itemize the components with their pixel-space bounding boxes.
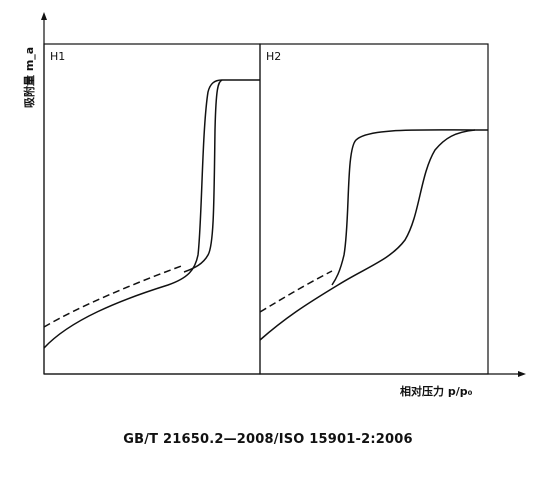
panel-h2 <box>259 43 489 375</box>
panel-h1-frame <box>43 43 261 375</box>
h2-dashed-curve <box>259 270 333 313</box>
x-axis-arrow-icon <box>518 371 526 377</box>
y-axis-arrow-icon <box>41 12 47 20</box>
panel-h1 <box>43 43 261 375</box>
h2-desorption-curve <box>331 129 476 286</box>
h1-adsorption-curve <box>43 79 223 349</box>
h2-adsorption-curve <box>259 129 476 341</box>
x-axis-label: 相对压力 p/p₀ <box>400 384 473 398</box>
panel-h2-label: H2 <box>266 50 281 63</box>
figure-caption: GB/T 21650.2—2008/ISO 15901-2:2006 <box>123 432 413 447</box>
panel-h1-label: H1 <box>50 50 65 63</box>
h1-desorption-curve <box>183 79 223 273</box>
h1-dashed-curve <box>43 264 185 328</box>
y-axis-label: 吸附量 m_a <box>22 47 36 108</box>
panel-h2-frame <box>259 43 489 375</box>
